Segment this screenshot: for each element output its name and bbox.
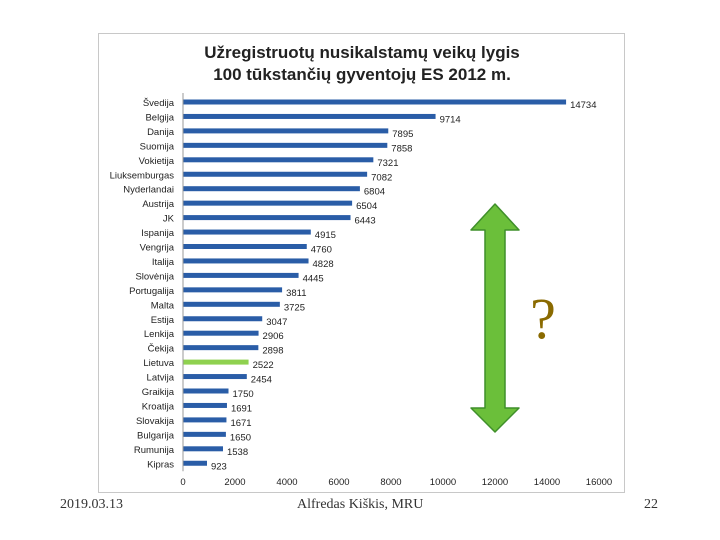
category-label: Lenkija: [144, 329, 175, 340]
category-label: Italija: [152, 257, 175, 268]
bar: [183, 446, 223, 452]
page-number: 22: [644, 497, 658, 512]
chart-title-line-2: 100 tūkstančių gyventojų ES 2012 m.: [213, 65, 511, 84]
category-label: Rumunija: [134, 445, 175, 456]
bar-value-label: 3047: [266, 317, 287, 328]
category-label: Malta: [151, 300, 175, 311]
bar: [183, 215, 351, 221]
category-label: Bulgarija: [137, 430, 175, 441]
bar-value-label: 7858: [391, 143, 412, 154]
bar: [183, 142, 388, 148]
chart-title-line-1: Užregistruotų nusikalstamų veikų lygis: [204, 43, 520, 62]
category-label: Kipras: [147, 459, 174, 470]
category-label: Kroatija: [142, 401, 175, 412]
bar-value-label: 2454: [251, 375, 272, 386]
category-label: Danija: [147, 127, 175, 138]
bar-value-label: 7321: [377, 158, 398, 169]
bar-value-label: 3725: [284, 302, 305, 313]
bar-value-label: 1750: [233, 389, 254, 400]
chart-panel: Užregistruotų nusikalstamų veikų lygis 1…: [98, 33, 625, 493]
bar-value-label: 4760: [311, 245, 332, 256]
bar-value-label: 7895: [392, 129, 413, 140]
bar: [183, 186, 360, 192]
footer-date: 2019.03.13: [60, 497, 123, 512]
bar-value-label: 4915: [315, 230, 336, 241]
category-label: Graikija: [142, 387, 175, 398]
category-label: JK: [163, 214, 175, 225]
bar: [183, 460, 207, 466]
category-label: Austrija: [142, 199, 174, 210]
double-arrow-icon: [470, 203, 520, 433]
bar: [183, 359, 249, 365]
category-label: Belgija: [145, 112, 174, 123]
bar: [183, 402, 227, 408]
footer-author: Alfredas Kiškis, MRU: [297, 497, 424, 512]
bar-value-label: 2898: [262, 346, 283, 357]
bar-value-label: 1538: [227, 447, 248, 458]
bar: [183, 258, 309, 264]
bar-value-label: 9714: [440, 114, 461, 125]
annotation-layer: ?: [470, 203, 556, 433]
category-label: Slovėnija: [135, 271, 174, 282]
x-axis: 0 2000 4000 6000 8000 10000 12000 14000 16000: [180, 93, 612, 488]
bar: [183, 229, 311, 235]
bar: [183, 157, 374, 163]
bar: [183, 244, 307, 249]
category-label: Vokietija: [139, 156, 175, 167]
category-label: Čekija: [148, 344, 175, 355]
x-tick-label: 8000: [380, 477, 401, 488]
category-label: Švedija: [143, 98, 175, 109]
x-tick-label: 2000: [224, 477, 245, 488]
crime-rate-bar-chart: Užregistruotų nusikalstamų veikų lygis 1…: [110, 43, 613, 488]
bar-value-label: 6443: [355, 216, 376, 227]
bar-value-label: 2906: [263, 331, 284, 342]
x-tick-label: 4000: [276, 477, 297, 488]
bar-value-label: 7082: [371, 172, 392, 183]
bar: [183, 128, 389, 134]
bar: [183, 272, 299, 278]
category-label: Nyderlandai: [123, 185, 174, 196]
bar-value-label: 14734: [570, 100, 596, 111]
bar: [183, 431, 226, 437]
category-label: Lietuva: [143, 358, 174, 369]
question-mark-annotation: ?: [530, 286, 556, 351]
bar: [183, 200, 353, 206]
bar: [183, 374, 247, 380]
bar-value-label: 6504: [356, 201, 377, 212]
bar: [183, 171, 368, 177]
x-tick-label: 14000: [534, 477, 560, 488]
x-tick-label: 16000: [586, 477, 612, 488]
bar-value-label: 2522: [253, 360, 274, 371]
bar: [183, 345, 259, 351]
x-tick-label: 0: [180, 477, 185, 488]
bar-value-label: 3811: [286, 288, 306, 299]
bar: [183, 417, 227, 423]
bar-value-label: 1671: [230, 418, 251, 429]
category-label: Estija: [151, 315, 175, 326]
bar: [183, 287, 283, 293]
bar: [183, 330, 259, 336]
bar-value-label: 4828: [313, 259, 334, 270]
category-label: Suomija: [140, 141, 175, 152]
x-tick-label: 6000: [328, 477, 349, 488]
bar: [183, 388, 229, 394]
bar: [183, 113, 436, 119]
bar: [183, 301, 280, 307]
category-label: Portugalija: [129, 286, 175, 297]
category-label: Ispanija: [141, 228, 174, 239]
category-label: Slovakija: [136, 416, 175, 427]
bars-layer: Švedija 14734 Belgija 9714 Danija 7895 Suomija…: [110, 98, 597, 472]
bar-value-label: 1650: [230, 432, 251, 443]
bar-value-label: 6804: [364, 187, 385, 198]
bar: [183, 99, 567, 105]
x-tick-label: 12000: [482, 477, 508, 488]
category-label: Vengrija: [140, 243, 175, 254]
bar-value-label: 4445: [303, 273, 324, 284]
category-label: Latvija: [147, 373, 175, 384]
bar-value-label: 923: [211, 461, 227, 472]
bar: [183, 316, 263, 322]
bar-value-label: 1691: [231, 403, 252, 414]
category-label: Liuksemburgas: [110, 170, 175, 181]
x-tick-label: 10000: [430, 477, 456, 488]
